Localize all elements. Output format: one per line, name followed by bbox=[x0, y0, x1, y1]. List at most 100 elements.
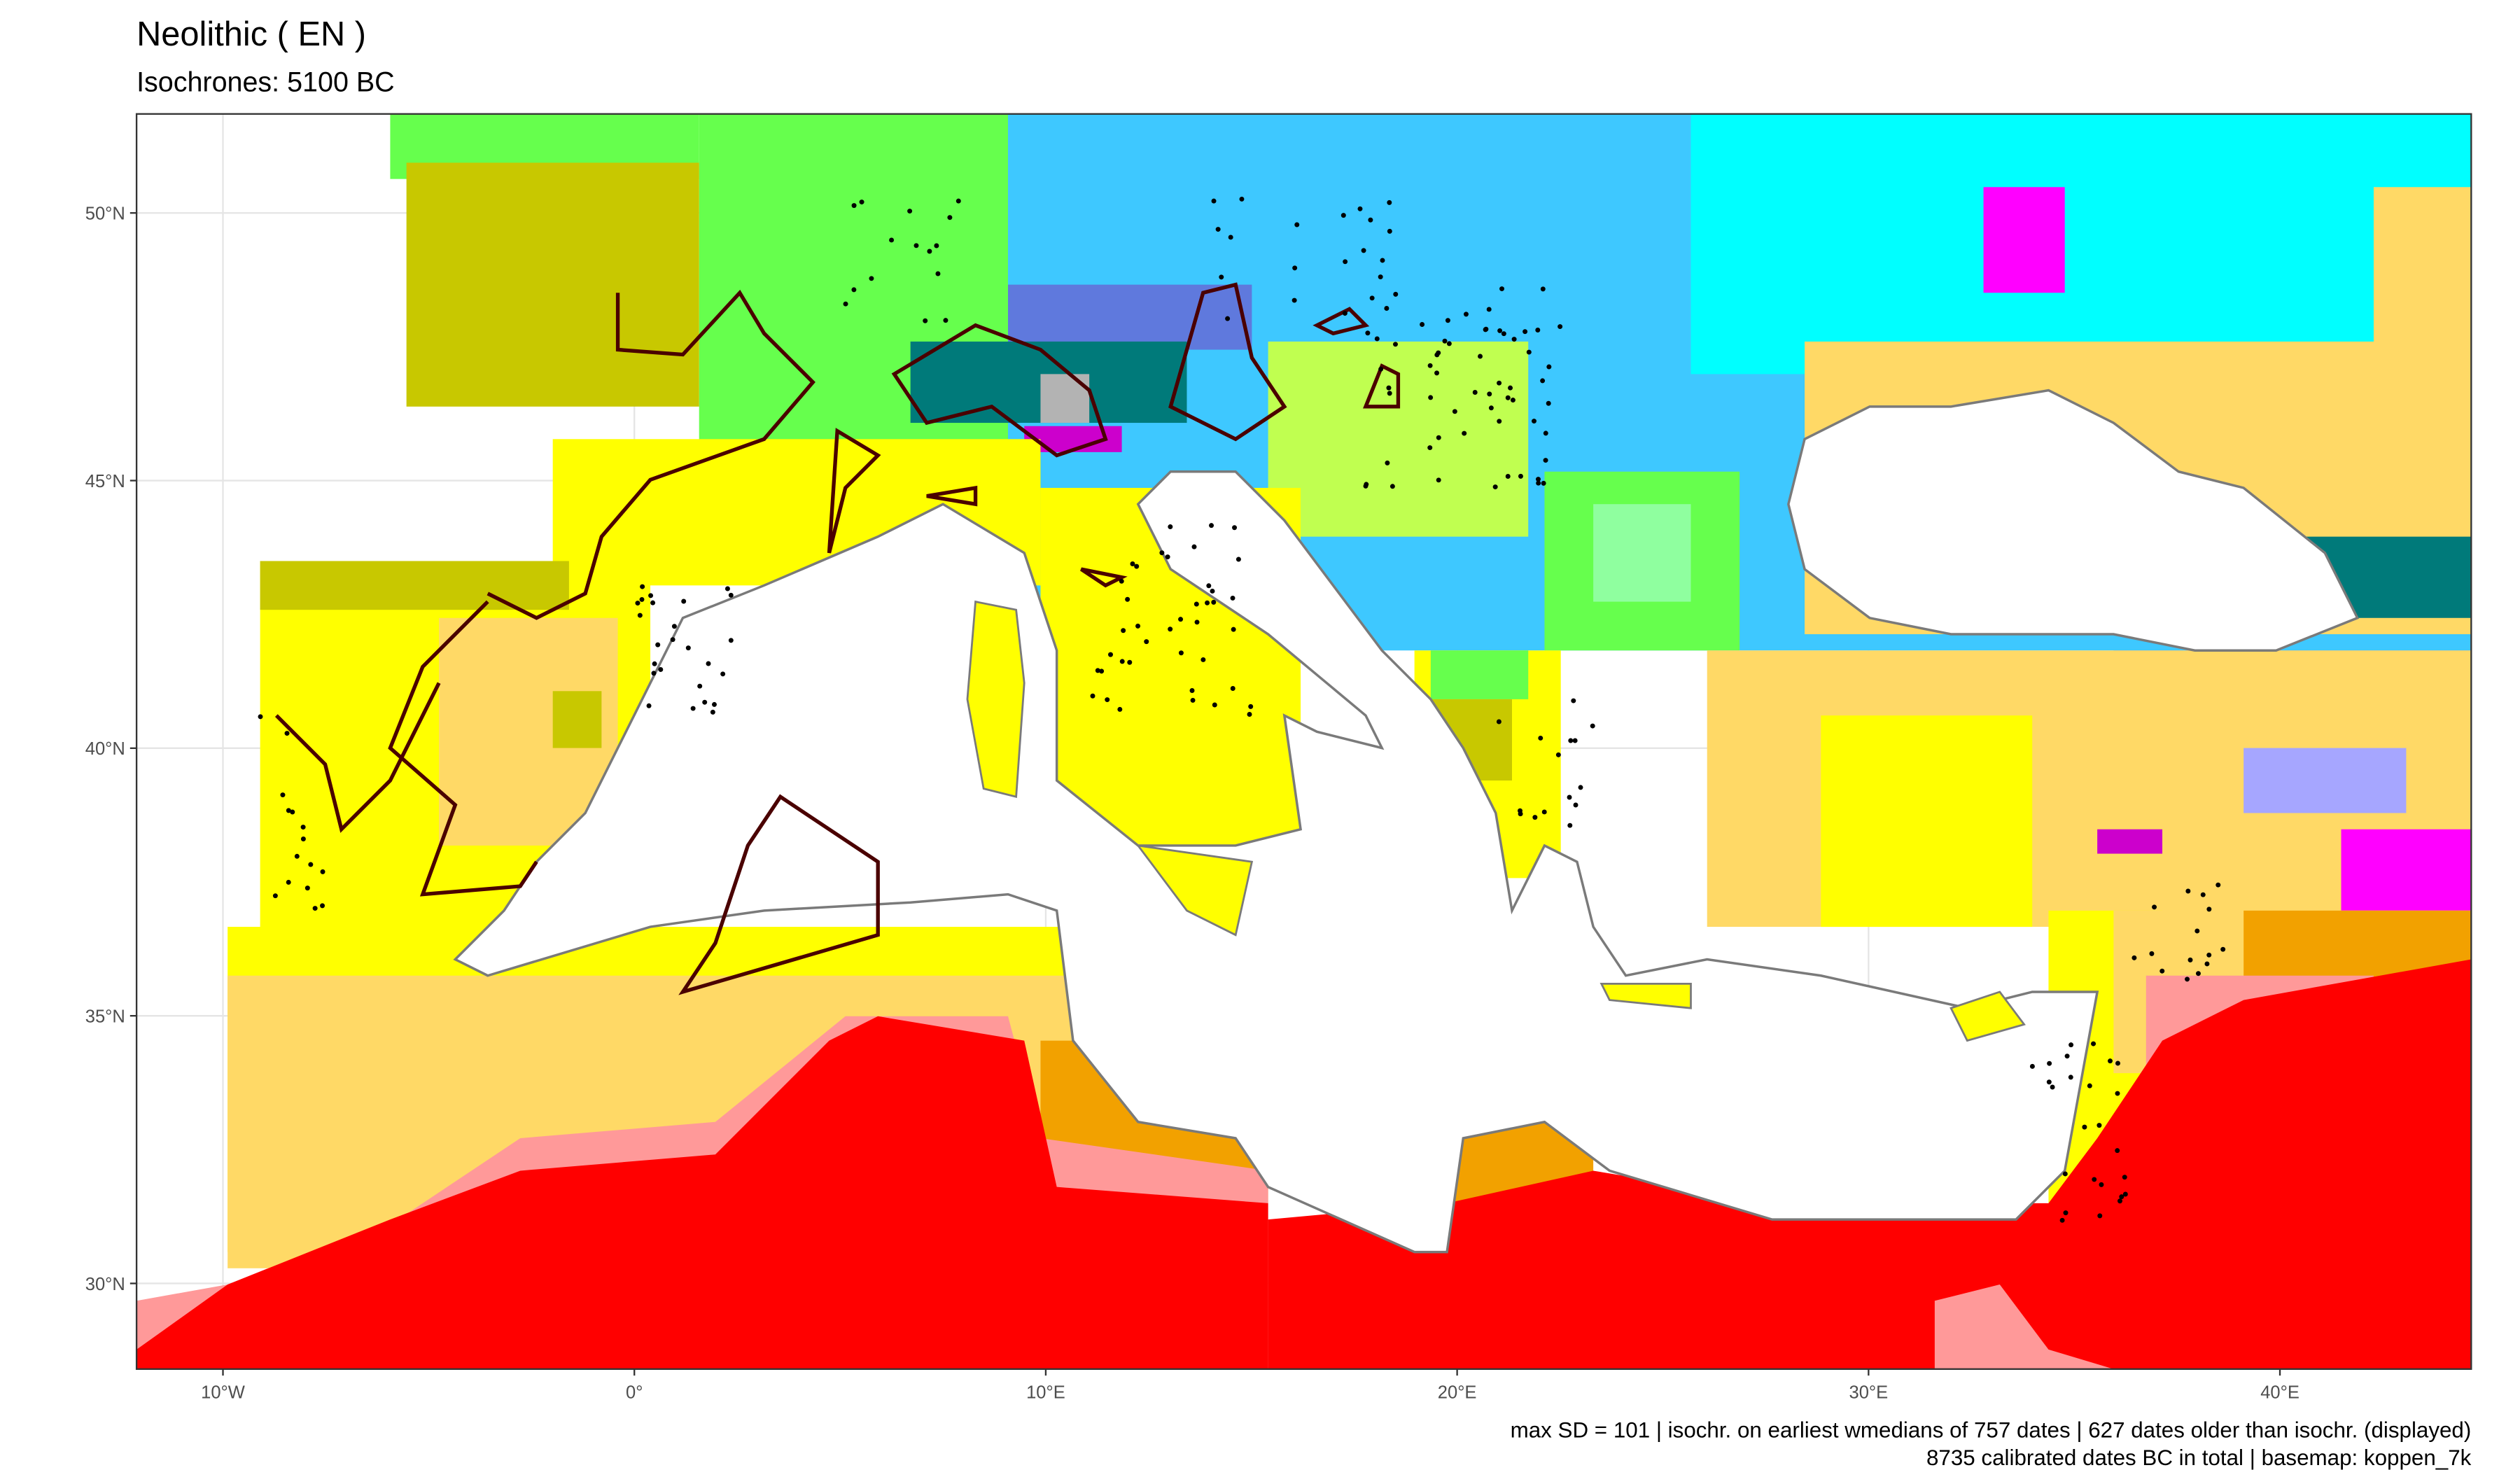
site-dot bbox=[1390, 484, 1395, 489]
site-dot bbox=[2132, 955, 2137, 960]
site-dot bbox=[1364, 482, 1369, 487]
site-dot bbox=[1130, 561, 1135, 566]
site-dot bbox=[706, 661, 711, 666]
site-dot bbox=[1446, 341, 1452, 346]
site-dot bbox=[2185, 976, 2190, 982]
site-dot bbox=[635, 601, 640, 606]
site-dot bbox=[2108, 1058, 2113, 1064]
site-dot bbox=[697, 683, 703, 689]
site-dot bbox=[1540, 378, 1546, 384]
site-dot bbox=[286, 879, 291, 885]
site-dot bbox=[1496, 719, 1502, 724]
site-dot bbox=[1386, 385, 1392, 391]
x-tick-label: 20°E bbox=[1438, 1383, 1477, 1403]
site-dot bbox=[711, 701, 717, 707]
site-dot bbox=[2046, 1079, 2052, 1085]
site-dot bbox=[1555, 752, 1561, 757]
site-dot bbox=[889, 237, 895, 243]
site-dot bbox=[1427, 445, 1433, 451]
site-dot bbox=[728, 638, 734, 643]
site-dot bbox=[710, 709, 715, 715]
site-dot bbox=[1210, 588, 1215, 594]
site-dot bbox=[702, 699, 708, 705]
site-dot bbox=[1511, 337, 1517, 342]
site-dot bbox=[859, 200, 864, 205]
site-dot bbox=[2064, 1054, 2070, 1059]
site-dot bbox=[2062, 1171, 2068, 1177]
site-dot bbox=[2122, 1175, 2127, 1180]
site-dot bbox=[923, 318, 928, 323]
site-dot bbox=[280, 792, 286, 798]
site-dot bbox=[671, 624, 677, 629]
site-dot bbox=[272, 893, 278, 899]
site-dot bbox=[1497, 328, 1503, 333]
site-dot bbox=[2059, 1217, 2065, 1223]
site-dot bbox=[1368, 217, 1373, 223]
site-dot bbox=[2216, 882, 2221, 888]
site-dot bbox=[1380, 258, 1385, 263]
caption-line: max SD = 101 | isochr. on earliest wmedi… bbox=[1511, 1418, 2472, 1442]
site-dot bbox=[1462, 430, 1467, 436]
site-dot bbox=[320, 903, 326, 909]
site-dot bbox=[869, 276, 874, 281]
site-dot bbox=[320, 869, 326, 874]
site-dot bbox=[1436, 477, 1441, 483]
site-dot bbox=[1535, 328, 1541, 332]
site-dot bbox=[1428, 395, 1434, 400]
basemap bbox=[136, 113, 2472, 1369]
site-dot bbox=[1228, 234, 1233, 240]
site-dot bbox=[1385, 460, 1390, 465]
site-dot bbox=[1194, 620, 1200, 625]
site-dot bbox=[2092, 1177, 2097, 1182]
site-dot bbox=[639, 596, 645, 602]
site-dot bbox=[1505, 473, 1511, 479]
site-dot bbox=[1427, 363, 1433, 368]
site-dot bbox=[1190, 697, 1196, 703]
site-dot bbox=[2122, 1191, 2128, 1197]
site-dot bbox=[728, 592, 734, 598]
site-dot bbox=[646, 703, 652, 708]
site-dot bbox=[1357, 206, 1363, 211]
site-dot bbox=[1165, 554, 1170, 560]
y-tick-label: 30°N bbox=[85, 1275, 125, 1294]
site-dot bbox=[312, 906, 318, 911]
site-dot bbox=[1499, 286, 1505, 292]
site-dot bbox=[1378, 366, 1384, 372]
site-dot bbox=[1211, 599, 1217, 605]
site-dot bbox=[2047, 1060, 2052, 1066]
site-dot bbox=[294, 853, 300, 859]
site-dot bbox=[1567, 822, 1573, 828]
site-dot bbox=[1361, 248, 1366, 253]
site-dot bbox=[1487, 391, 1492, 397]
site-dot bbox=[1239, 196, 1245, 202]
site-dot bbox=[1518, 811, 1523, 817]
x-tick-label: 0° bbox=[626, 1383, 643, 1403]
x-tick-label: 30°E bbox=[1849, 1383, 1889, 1403]
site-dot bbox=[304, 886, 310, 891]
site-dot bbox=[1536, 477, 1541, 482]
site-dot bbox=[286, 808, 291, 813]
site-dot bbox=[2096, 1123, 2102, 1128]
site-dot bbox=[955, 198, 961, 204]
site-dot bbox=[1543, 458, 1548, 463]
site-dot bbox=[300, 836, 306, 841]
site-dot bbox=[1546, 400, 1551, 406]
site-dot bbox=[1125, 596, 1130, 602]
site-dot bbox=[851, 287, 857, 293]
site-dot bbox=[1546, 364, 1552, 370]
site-dot bbox=[1135, 623, 1141, 629]
site-dot bbox=[1340, 213, 1346, 218]
site-dot bbox=[1505, 395, 1511, 400]
site-dot bbox=[1294, 222, 1300, 227]
site-dot bbox=[1247, 712, 1252, 717]
site-dot bbox=[1191, 544, 1197, 550]
site-dot bbox=[1538, 735, 1544, 741]
site-dot bbox=[2115, 1091, 2120, 1096]
site-dot bbox=[2087, 1083, 2092, 1088]
panel-border bbox=[135, 113, 2472, 1370]
site-dot bbox=[1236, 556, 1241, 562]
y-tick-label: 40°N bbox=[85, 739, 125, 759]
x-tick-label: 10°W bbox=[201, 1383, 246, 1403]
site-dot bbox=[2063, 1210, 2068, 1216]
